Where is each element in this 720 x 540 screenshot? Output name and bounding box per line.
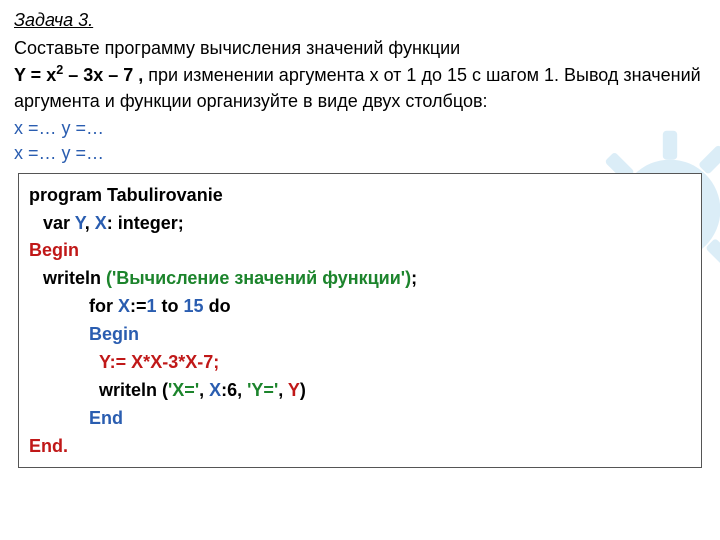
- var-y: Y: [75, 213, 85, 233]
- code-program: program Tabulirovanie: [29, 182, 691, 210]
- for-to: to: [157, 296, 184, 316]
- formula: Y = x2 – 3x – 7 ,: [14, 65, 148, 85]
- w2-c1: ,: [199, 380, 209, 400]
- writeln1-a: writeln: [43, 268, 106, 288]
- code-inner-begin: Begin: [29, 321, 691, 349]
- for-do: do: [204, 296, 231, 316]
- output-line2: x =… y =…: [14, 141, 706, 166]
- output-line1: x =… y =…: [14, 116, 706, 141]
- code-for: for X:=1 to 15 do: [29, 293, 691, 321]
- writeln1-semi: ;: [411, 268, 417, 288]
- output-format: x =… y =… x =… y =…: [14, 116, 706, 166]
- code-begin: Begin: [29, 237, 691, 265]
- comma: ,: [85, 213, 95, 233]
- code-end: End.: [29, 433, 691, 461]
- w2-d: :6,: [221, 380, 247, 400]
- w2-y: Y: [288, 380, 300, 400]
- kw-var-text: var: [43, 213, 75, 233]
- w2-close: ): [300, 380, 306, 400]
- slide-content: Задача 3. Составьте программу вычисления…: [0, 0, 720, 468]
- w2-x: X: [209, 380, 221, 400]
- var-x: X: [95, 213, 107, 233]
- for-assign: :=: [130, 296, 147, 316]
- code-writeln1: writeln ('Вычисление значений функции');: [29, 265, 691, 293]
- w2-a: writeln (: [99, 380, 168, 400]
- task-title: Задача 3.: [14, 10, 706, 31]
- w2-ystr: 'Y=': [247, 380, 278, 400]
- code-inner-end: End: [29, 405, 691, 433]
- for-1: 1: [147, 296, 157, 316]
- formula-suffix: – 3x – 7 ,: [63, 65, 148, 85]
- for-kw: for: [89, 296, 118, 316]
- type-integer: : integer;: [107, 213, 184, 233]
- code-var: var Y, X: integer;: [29, 210, 691, 238]
- code-writeln2: writeln ('X=', X:6, 'Y=', Y): [29, 377, 691, 405]
- writeln1-str: ('Вычисление значений функции'): [106, 268, 411, 288]
- problem-line1: Составьте программу вычисления значений …: [14, 38, 460, 58]
- w2-c2: ,: [278, 380, 288, 400]
- for-15: 15: [184, 296, 204, 316]
- code-assign: Y:= X*X-3*X-7;: [29, 349, 691, 377]
- w2-xstr: 'X=': [168, 380, 199, 400]
- for-x: X: [118, 296, 130, 316]
- formula-prefix: Y = x: [14, 65, 56, 85]
- code-box: program Tabulirovanie var Y, X: integer;…: [18, 173, 702, 468]
- problem-statement: Составьте программу вычисления значений …: [14, 35, 706, 114]
